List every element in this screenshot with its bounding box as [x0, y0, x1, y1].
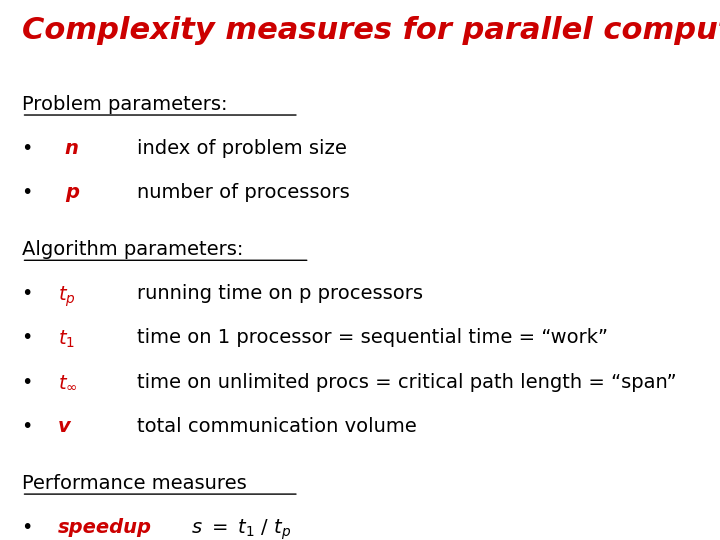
Text: p: p: [65, 183, 78, 202]
Text: •: •: [22, 284, 33, 303]
Text: •: •: [22, 373, 33, 392]
Text: total communication volume: total communication volume: [137, 417, 417, 436]
Text: speedup: speedup: [58, 518, 152, 537]
Text: Complexity measures for parallel computation: Complexity measures for parallel computa…: [22, 16, 720, 45]
Text: n: n: [65, 139, 78, 158]
Text: •: •: [22, 417, 33, 436]
Text: $s\ =\ t_1\ /\ t_p$: $s\ =\ t_1\ /\ t_p$: [191, 518, 292, 540]
Text: index of problem size: index of problem size: [137, 139, 346, 158]
Text: •: •: [22, 328, 33, 347]
Text: $t_p$: $t_p$: [58, 284, 76, 308]
Text: $t_1$: $t_1$: [58, 328, 75, 349]
Text: number of processors: number of processors: [137, 183, 349, 202]
Text: $t_\infty$: $t_\infty$: [58, 373, 77, 392]
Text: running time on p processors: running time on p processors: [137, 284, 423, 303]
Text: time on unlimited procs = critical path length = “span”: time on unlimited procs = critical path …: [137, 373, 676, 392]
Text: •: •: [22, 183, 33, 202]
Text: •: •: [22, 139, 33, 158]
Text: Problem parameters:: Problem parameters:: [22, 94, 227, 113]
Text: Performance measures: Performance measures: [22, 474, 246, 492]
Text: Algorithm parameters:: Algorithm parameters:: [22, 240, 243, 259]
Text: v: v: [58, 417, 71, 436]
Text: •: •: [22, 518, 33, 537]
Text: time on 1 processor = sequential time = “work”: time on 1 processor = sequential time = …: [137, 328, 608, 347]
